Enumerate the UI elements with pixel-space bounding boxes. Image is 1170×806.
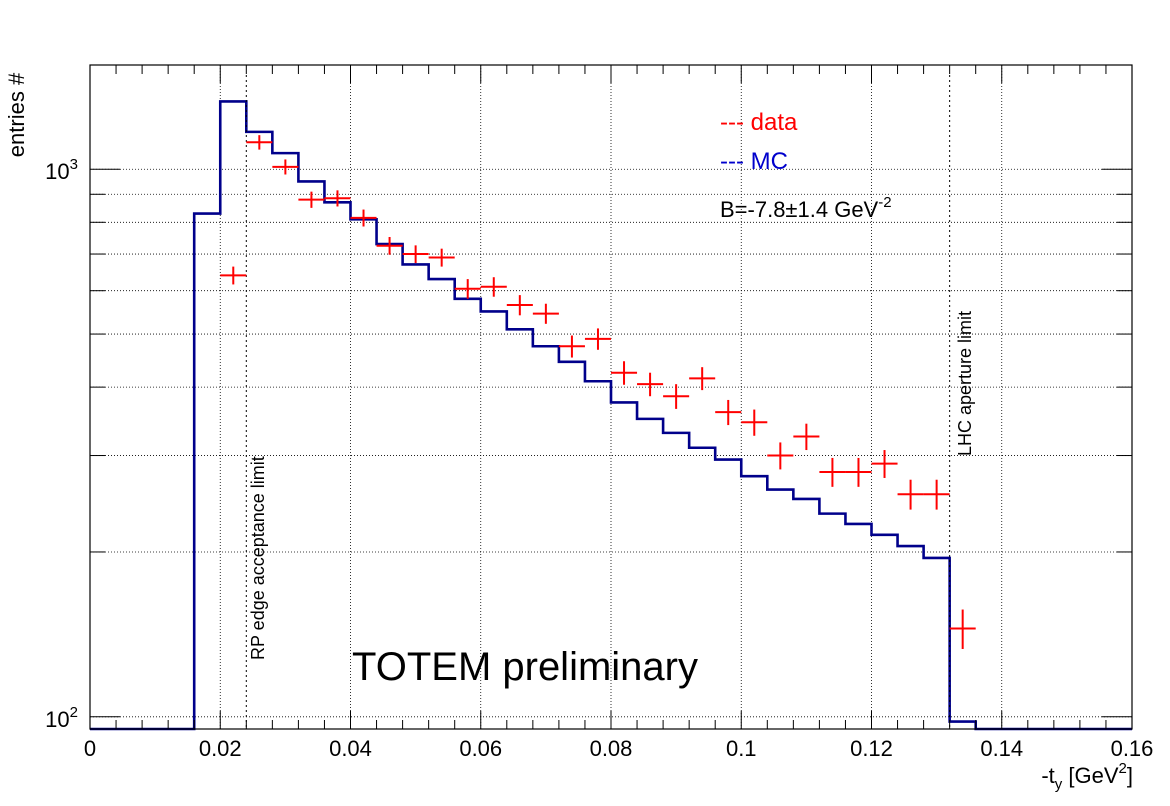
data-point <box>637 372 664 397</box>
data-point <box>376 237 403 255</box>
data-point <box>871 450 898 478</box>
data-point <box>532 303 559 324</box>
data-point <box>897 479 924 510</box>
data-point <box>949 609 976 649</box>
x-tick-label: 0.1 <box>726 736 757 761</box>
data-point <box>402 245 429 264</box>
x-tick-label: 0.04 <box>329 736 372 761</box>
data-point <box>819 457 846 487</box>
data-point <box>689 367 716 391</box>
legend-mc: --- MC <box>720 148 788 175</box>
watermark: TOTEM preliminary <box>352 645 698 689</box>
x-tick-label: 0.06 <box>459 736 502 761</box>
x-tick-label: 0.08 <box>590 736 633 761</box>
data-point <box>923 479 950 510</box>
data-point <box>454 279 481 299</box>
mc-histogram-line <box>90 100 1132 731</box>
data-point <box>272 159 299 175</box>
x-axis-label: -ty [GeV2] <box>1041 760 1133 793</box>
data-point <box>246 135 273 150</box>
mc-histogram <box>90 100 1132 731</box>
data-point <box>845 457 872 487</box>
data-point <box>767 442 794 470</box>
data-point <box>663 384 690 409</box>
y-axis-label: entries # <box>4 72 29 157</box>
data-point <box>506 295 533 316</box>
x-tick-label: 0.14 <box>980 736 1023 761</box>
y-tick-label: 103 <box>45 156 78 184</box>
x-tick-label: 0.16 <box>1111 736 1154 761</box>
data-point <box>428 248 455 267</box>
data-points <box>220 135 976 649</box>
data-point <box>611 361 638 385</box>
x-tick-label: 0 <box>84 736 96 761</box>
x-tick-label: 0.12 <box>850 736 893 761</box>
data-point <box>480 277 507 297</box>
x-tick-label: 0.02 <box>199 736 242 761</box>
lhc-aperture-annotation: LHC aperture limit <box>955 311 975 456</box>
legend-data: --- data <box>720 109 798 136</box>
data-point <box>793 423 820 451</box>
axes: 0 0.02 0.04 0.06 0.08 0.1 0.12 0.14 0.16 102 103 <box>45 64 1154 761</box>
data-point <box>584 328 611 350</box>
data-point <box>220 266 247 285</box>
data-point <box>715 399 742 426</box>
limit-lines <box>245 75 951 729</box>
data-point <box>298 191 325 208</box>
data-point <box>350 209 377 227</box>
data-point <box>324 190 351 207</box>
y-tick-label: 102 <box>45 704 78 732</box>
fit-result: B=-7.8±1.4 GeV-2 <box>720 194 892 222</box>
rp-edge-annotation: RP edge acceptance limit <box>248 456 268 660</box>
data-point <box>558 335 585 358</box>
data-point <box>741 409 768 436</box>
